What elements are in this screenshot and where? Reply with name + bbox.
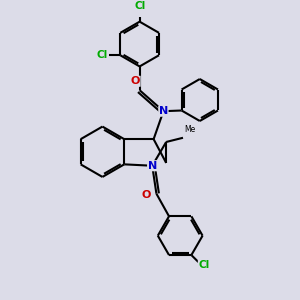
Text: O: O: [131, 76, 140, 86]
Text: Cl: Cl: [198, 260, 210, 270]
Text: Cl: Cl: [96, 50, 108, 60]
Text: N: N: [159, 106, 168, 116]
Text: Me: Me: [184, 125, 196, 134]
Text: N: N: [148, 161, 157, 171]
Text: O: O: [142, 190, 151, 200]
Text: Cl: Cl: [134, 1, 145, 11]
